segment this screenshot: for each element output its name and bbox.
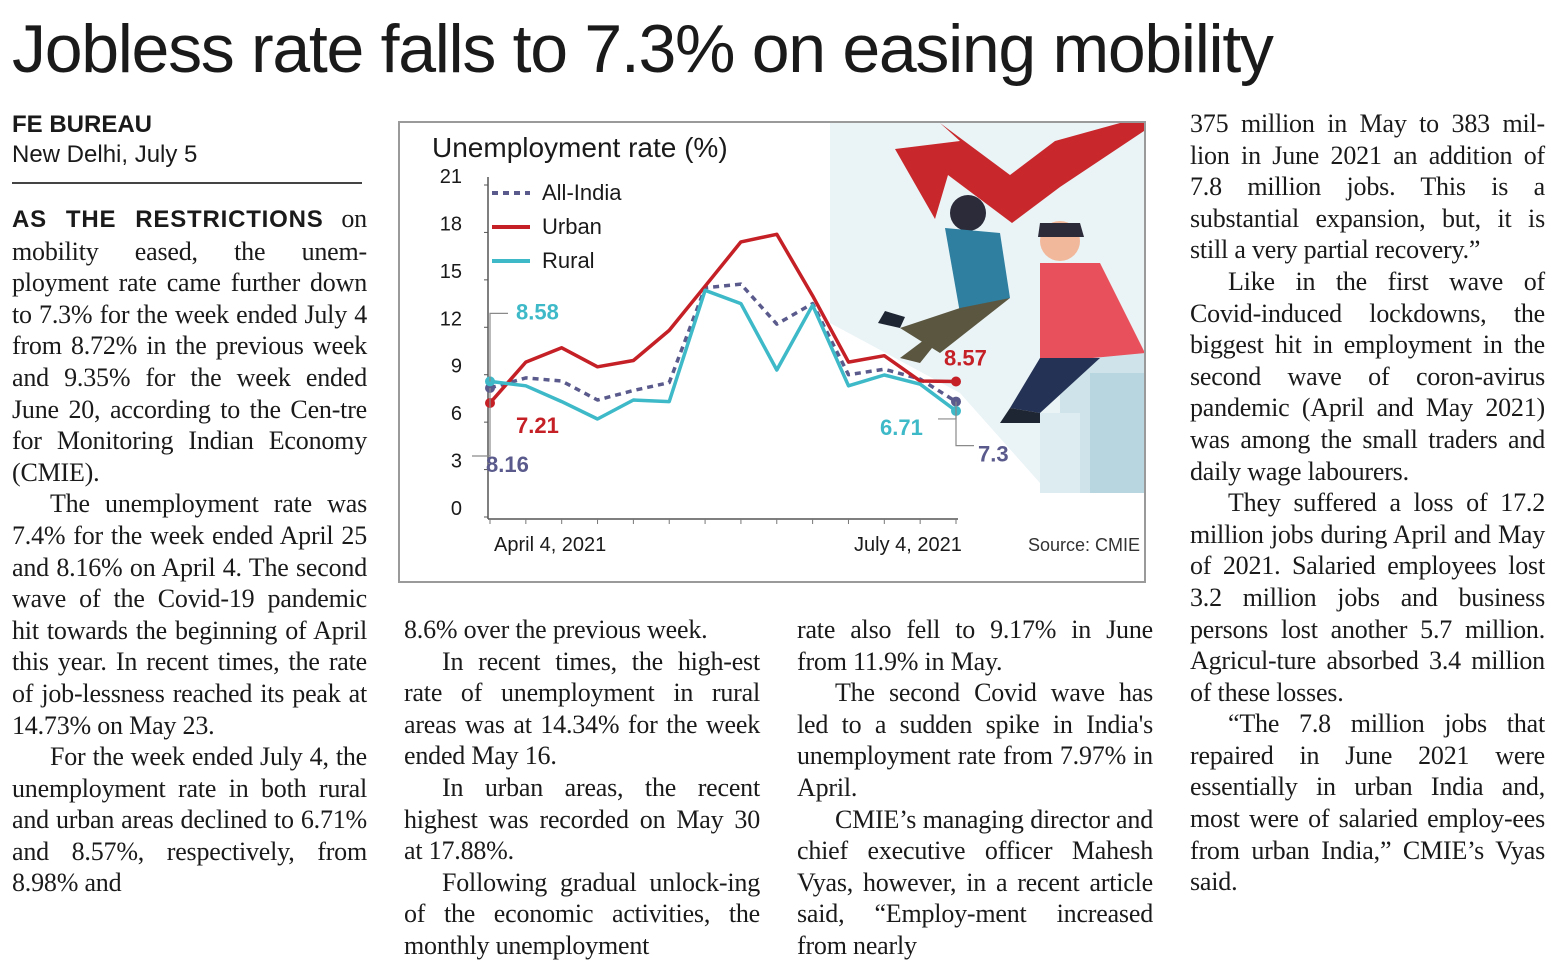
byline-dateline: New Delhi, July 5 <box>12 141 198 168</box>
byline-author: FE BUREAU <box>12 111 153 138</box>
chart-source: Source: CMIE <box>1028 535 1140 555</box>
y-tick-label: 18 <box>440 213 462 235</box>
article-paragraph: They suffered a loss of 17.2 million job… <box>1190 488 1545 707</box>
lead-paragraph-text: on mobility eased, the unem-ployment rat… <box>12 204 367 487</box>
article-paragraph: Following gradual unlock-ing of the econ… <box>404 867 760 960</box>
data-label: 8.16 <box>486 452 529 477</box>
chart-canvas: Unemployment rate (%) 0 3 6 9 12 15 18 21 April 4… <box>432 123 1144 556</box>
y-tick-label: 15 <box>440 261 462 283</box>
x-tick-label: April 4, 2021 <box>494 534 606 556</box>
article-paragraph: The unemployment rate was 7.4% for the w… <box>12 489 367 740</box>
article-paragraph: In urban areas, the recent highest was r… <box>404 772 760 866</box>
illustration-workers-icon <box>830 123 1144 493</box>
article-paragraph: For the week ended July 4, the unemploym… <box>12 742 367 898</box>
byline-divider <box>12 182 362 184</box>
annotation-leader <box>955 401 974 447</box>
annotation-leader <box>489 312 508 382</box>
article-paragraph: 375 million in May to 383 mil-lion in Ju… <box>1190 109 1545 265</box>
article-column-1: AS THE RESTRICTIONS on mobility eased, t… <box>12 203 367 899</box>
data-label: 6.71 <box>880 415 923 440</box>
y-tick-label: 0 <box>451 498 462 520</box>
article-paragraph: 8.6% over the previous week. <box>404 615 708 644</box>
lead-in: AS THE RESTRICTIONS <box>12 206 324 233</box>
byline: FE BUREAU New Delhi, July 5 <box>12 110 372 170</box>
data-point-urban <box>951 376 961 387</box>
article-column-4: 375 million in May to 383 mil-lion in Ju… <box>1190 108 1545 898</box>
unemployment-chart: Unemployment rate (%) 0 3 6 9 12 15 18 21 April 4… <box>398 121 1146 583</box>
data-label: 8.57 <box>944 346 987 371</box>
article-paragraph: AS THE RESTRICTIONS on mobility eased, t… <box>12 203 367 488</box>
series-line-rural <box>489 288 958 421</box>
series-line-urban <box>488 232 957 405</box>
chart-plot-area: Unemployment rate (%) 0 3 6 9 12 15 18 21 April 4… <box>432 132 1140 556</box>
y-tick-label: 6 <box>451 403 462 425</box>
legend-entry: Rural <box>542 248 595 273</box>
y-tick-label: 21 <box>440 166 462 188</box>
legend-entry: Urban <box>542 214 602 239</box>
article-paragraph: In recent times, the high-est rate of un… <box>404 646 760 771</box>
annotation-leader <box>472 387 491 457</box>
legend-entry: All-India <box>542 180 622 205</box>
series-line-all-india <box>489 282 957 404</box>
data-label: 7.3 <box>978 442 1009 467</box>
y-tick-label: 3 <box>451 451 462 473</box>
y-tick-label: 12 <box>440 308 462 330</box>
article-column-2: 8.6% over the previous week. In recent t… <box>404 614 760 962</box>
chart-title: Unemployment rate (%) <box>432 132 728 163</box>
article-column-3: rate also fell to 9.17% in June from 11.… <box>797 614 1153 962</box>
article-paragraph: “The 7.8 million jobs that repaired in J… <box>1190 709 1545 897</box>
article-paragraph: The second Covid wave has led to a sudde… <box>797 678 1153 802</box>
data-label: 7.21 <box>516 413 559 438</box>
data-label: 8.58 <box>516 299 559 324</box>
x-tick-label: July 4, 2021 <box>854 534 962 556</box>
article-paragraph: Like in the first wave of Covid-induced … <box>1190 266 1545 486</box>
y-tick-label: 9 <box>451 356 462 378</box>
article-paragraph: rate also fell to 9.17% in June from 11.… <box>797 615 1153 676</box>
headline: Jobless rate falls to 7.3% on easing mob… <box>12 11 1274 87</box>
article-paragraph: CMIE’s managing director and chief execu… <box>797 804 1153 960</box>
